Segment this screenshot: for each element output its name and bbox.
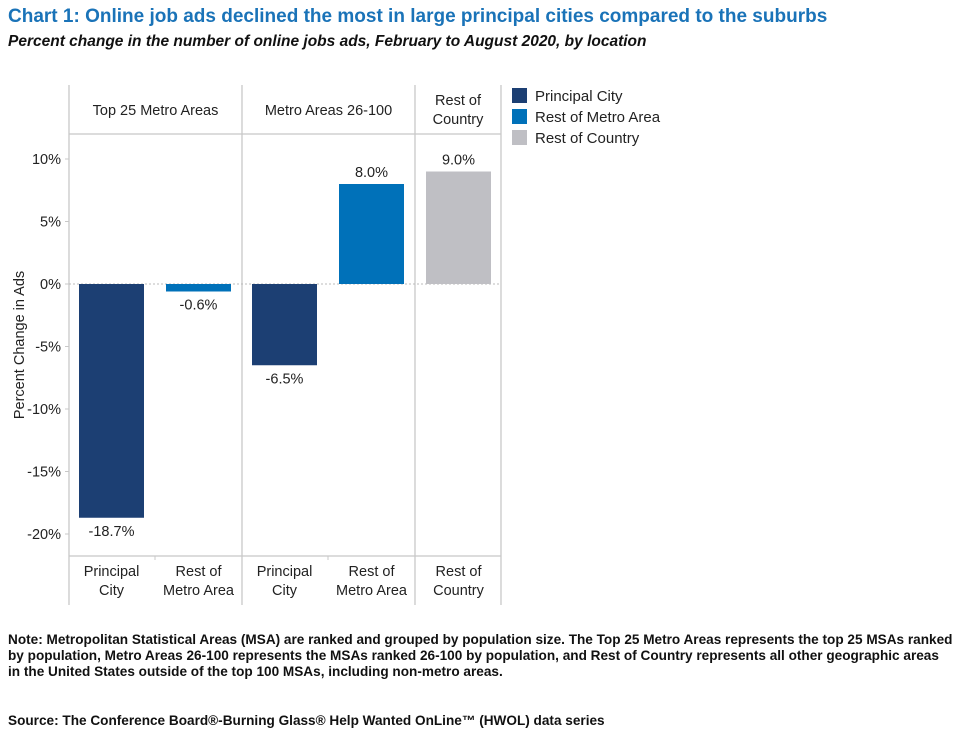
y-tick-label: -10%	[27, 402, 61, 418]
chart-title: Chart 1: Online job ads declined the mos…	[8, 6, 828, 27]
category-label: Principal	[257, 564, 313, 580]
legend-label: Principal City	[535, 88, 623, 105]
bar-chart: 10% 5% 0% -5% -10% -15% -20% Percent Change in …	[12, 85, 661, 605]
y-tick-label: 0%	[40, 277, 61, 293]
data-label: 9.0%	[442, 153, 475, 169]
y-tick-label: -5%	[35, 340, 61, 356]
bar	[426, 171, 491, 284]
panel-header: Country	[433, 112, 485, 128]
data-label: -18.7%	[89, 524, 135, 540]
y-tick-label: 10%	[32, 152, 61, 168]
category-label: Rest of	[349, 564, 396, 580]
chart-subtitle: Percent change in the number of online j…	[8, 33, 647, 50]
category-label: Metro Area	[336, 583, 408, 599]
y-axis-label: Percent Change in Ads	[12, 271, 28, 419]
y-tick-label: -15%	[27, 465, 61, 481]
data-label: -0.6%	[180, 298, 218, 314]
category-label: City	[272, 583, 298, 599]
legend-label: Rest of Country	[535, 130, 640, 147]
category-label: Principal	[84, 564, 140, 580]
category-label: Rest of	[436, 564, 483, 580]
data-label: 8.0%	[355, 165, 388, 181]
legend-swatch	[512, 109, 527, 124]
legend-swatch	[512, 88, 527, 103]
category-label: City	[99, 583, 125, 599]
bar	[339, 184, 404, 284]
y-tick-label: -20%	[27, 527, 61, 543]
bar	[252, 284, 317, 366]
category-label: Rest of	[176, 564, 223, 580]
category-label: Metro Area	[163, 583, 235, 599]
legend-swatch	[512, 130, 527, 145]
bar	[166, 284, 231, 292]
source: Source: The Conference Board®-Burning Gl…	[8, 713, 605, 728]
data-label: -6.5%	[266, 371, 304, 387]
legend-label: Rest of Metro Area	[535, 109, 661, 126]
y-tick-label: 5%	[40, 215, 61, 231]
panel-header: Top 25 Metro Areas	[93, 103, 219, 119]
bar	[79, 284, 144, 518]
panel-header: Rest of	[435, 93, 482, 109]
category-label: Country	[433, 583, 485, 599]
note: Note: Metropolitan Statistical Areas (MS…	[8, 632, 953, 679]
panel-header: Metro Areas 26-100	[265, 103, 392, 119]
